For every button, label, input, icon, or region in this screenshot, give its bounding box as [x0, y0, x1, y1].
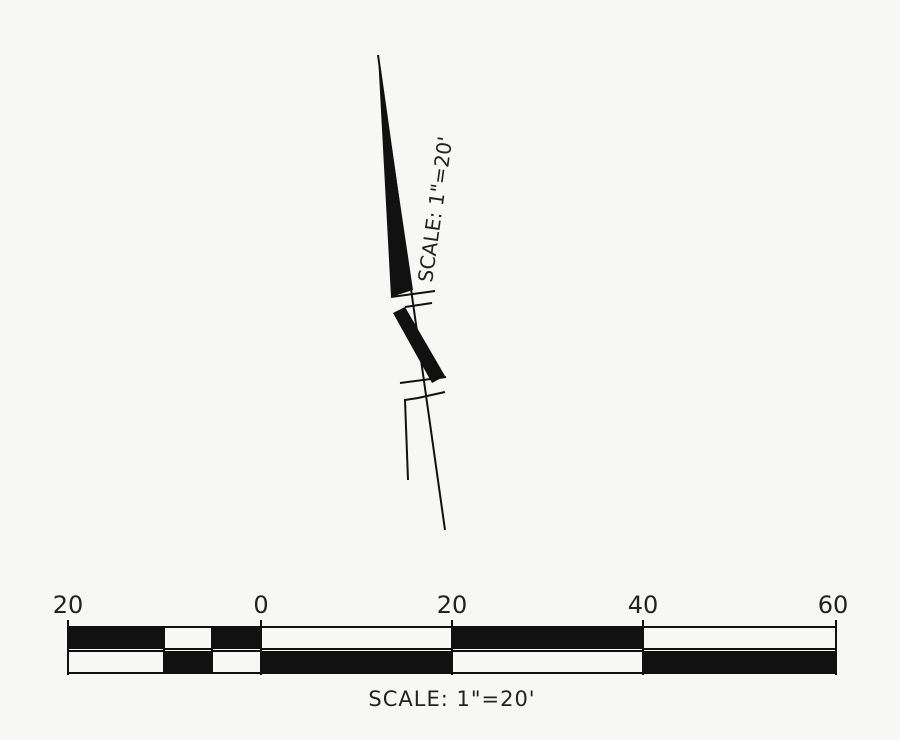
scale-segment-top-5 [452, 627, 643, 649]
north-arrow-tail [403, 391, 446, 481]
scale-label-20-left: 20 [53, 591, 84, 619]
scale-segment-bottom-5 [451, 650, 644, 674]
north-arrow-tick-lower [399, 376, 447, 384]
scale-label-60: 60 [818, 591, 849, 619]
scale-label-20: 20 [437, 591, 468, 619]
scale-segment-top-4 [260, 626, 453, 650]
scale-segment-bottom-2 [164, 651, 212, 673]
north-arrow-tick-middle [404, 302, 433, 308]
scale-label-0: 0 [253, 591, 268, 619]
scale-segment-top-6 [642, 626, 837, 650]
north-arrow-head [378, 55, 413, 297]
scale-segment-top-2 [163, 626, 213, 650]
scale-bar-border [67, 626, 837, 674]
north-arrow-scale-text: SCALE: 1"=20' [413, 135, 457, 284]
north-arrow-tick-upper [390, 290, 436, 298]
scale-bar: 20 0 20 40 60 SCALE: 1"=20' [53, 591, 849, 711]
scale-segment-bottom-3 [211, 650, 262, 674]
scale-segment-top-3 [212, 627, 261, 649]
scale-segment-bottom-1 [67, 650, 165, 674]
scale-label-40: 40 [628, 591, 659, 619]
scale-segment-bottom-4 [261, 651, 452, 673]
north-arrow-band [393, 307, 445, 383]
scale-segment-top-1 [68, 627, 164, 649]
scale-caption: SCALE: 1"=20' [368, 687, 535, 711]
north-arrow-icon: SCALE: 1"=20' [377, 54, 457, 531]
scale-segment-bottom-6 [643, 651, 836, 673]
